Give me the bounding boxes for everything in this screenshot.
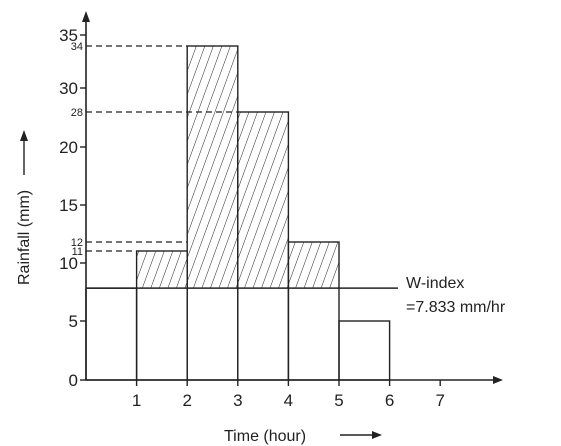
y-axis-title-arrowhead [20,130,28,141]
dashed-guides-layer [86,45,238,252]
marked-value-label-28: 28 [71,107,83,119]
hatched-excess-layer [136,46,339,289]
hatch-area-4 [237,112,289,289]
x-tick-label-2: 2 [182,391,191,410]
bar-1 [85,287,138,381]
y-tick-label-35: 35 [59,26,78,45]
x-tick-label-3: 3 [233,391,242,410]
x-tick-label-5: 5 [334,391,343,410]
bar-6 [338,320,391,381]
w-index-value: =7.833 mm/hr [406,299,506,316]
x-tick-label-6: 6 [385,391,394,410]
y-axis-arrowhead [82,11,90,22]
x-axis-title: Time (hour) [224,428,306,445]
marked-value-label-34: 34 [71,41,83,53]
y-tick-label-0: 0 [69,371,78,390]
y-tick-label-15: 15 [59,196,78,215]
x-axis-title-arrowhead [372,431,382,439]
x-tick-label-7: 7 [435,391,444,410]
y-axis-title: Rainfall (mm) [16,190,33,285]
y-tick-label-5: 5 [69,312,78,331]
axes-layer [82,11,503,384]
x-axis-arrowhead [493,376,503,384]
x-tick-label-4: 4 [284,391,293,410]
w-index-label: W-index [406,275,464,292]
marked-value-label-12: 12 [71,237,83,249]
bars-layer [85,45,398,381]
x-tick-label-1: 1 [132,391,141,410]
hatch-area-2 [136,251,188,289]
y-tick-label-20: 20 [59,138,78,157]
marked-value-label-11: 11 [72,246,83,258]
hatch-area-3 [187,46,238,289]
hatch-area-5 [288,242,339,289]
y-tick-label-10: 10 [59,254,78,273]
y-tick-label-30: 30 [59,79,78,98]
